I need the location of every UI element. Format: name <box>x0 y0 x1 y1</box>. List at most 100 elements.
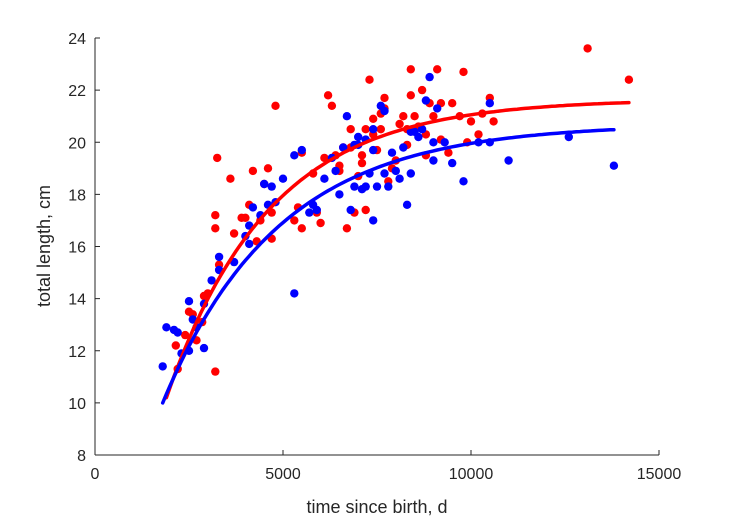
data-point <box>361 182 370 191</box>
data-point <box>237 213 246 222</box>
data-point <box>609 161 619 170</box>
data-point <box>339 143 348 152</box>
data-point <box>278 174 288 183</box>
data-point <box>444 148 453 157</box>
plot-marks <box>158 44 634 405</box>
data-point <box>211 211 220 220</box>
data-point <box>448 158 457 168</box>
data-point <box>459 67 468 77</box>
y-tick-label: 16 <box>68 240 86 257</box>
data-point <box>327 101 337 111</box>
data-point <box>414 132 423 142</box>
data-point <box>290 151 299 160</box>
data-point <box>384 182 393 191</box>
data-point <box>395 119 404 129</box>
data-point <box>402 200 412 209</box>
data-point <box>365 75 374 84</box>
data-point <box>346 205 355 215</box>
growth-curve <box>160 127 616 405</box>
data-point <box>342 224 352 233</box>
data-point <box>440 138 449 147</box>
data-point <box>429 138 438 147</box>
x-tick-label: 15000 <box>637 466 682 483</box>
data-point <box>354 132 363 142</box>
data-point <box>564 132 573 142</box>
x-tick-label: 10000 <box>449 466 494 483</box>
data-point <box>433 65 442 74</box>
data-point <box>406 169 415 178</box>
data-point <box>184 297 194 306</box>
data-point <box>320 153 329 163</box>
data-point <box>271 101 280 111</box>
data-point <box>504 156 513 165</box>
data-point <box>260 179 269 189</box>
y-axis-label: total length, cm <box>34 185 54 307</box>
data-point <box>245 239 254 249</box>
y-tick-label: 14 <box>68 292 86 309</box>
data-point <box>410 112 419 121</box>
data-point <box>387 148 397 157</box>
data-point <box>267 182 276 191</box>
y-tick-label: 12 <box>68 344 86 361</box>
y-tick-label: 10 <box>68 396 86 413</box>
data-point <box>229 229 239 238</box>
data-point <box>248 203 258 212</box>
data-point <box>181 330 190 340</box>
y-tick-label: 24 <box>68 31 86 48</box>
data-point <box>312 205 321 215</box>
data-point <box>171 341 180 350</box>
data-point <box>346 125 355 134</box>
data-point <box>417 85 427 95</box>
x-axis-label: time since birth, d <box>306 497 447 517</box>
data-point <box>263 164 273 173</box>
data-point <box>466 117 476 126</box>
data-point <box>485 99 494 108</box>
data-point <box>323 91 333 100</box>
data-point <box>211 224 220 233</box>
data-point <box>357 151 367 160</box>
data-point <box>357 158 367 168</box>
data-point <box>290 289 299 298</box>
data-point <box>624 75 634 84</box>
data-point <box>429 112 438 121</box>
data-point <box>214 252 224 262</box>
data-point <box>320 174 329 183</box>
y-tick-label: 18 <box>68 187 86 204</box>
data-point <box>305 208 314 217</box>
data-point <box>173 328 182 337</box>
data-point <box>380 93 389 103</box>
data-point <box>248 166 258 176</box>
data-point <box>459 177 468 186</box>
data-point <box>399 143 408 152</box>
data-point <box>429 156 438 165</box>
data-point <box>406 65 415 74</box>
data-point <box>207 276 216 285</box>
data-point <box>406 127 415 136</box>
data-point <box>380 106 389 116</box>
x-tick-label: 5000 <box>265 466 301 483</box>
data-point <box>211 367 220 376</box>
data-point <box>290 216 299 225</box>
data-point <box>199 343 209 353</box>
x-ticks: 0 5000 10000 15000 <box>91 450 682 483</box>
growth-curve <box>164 100 631 400</box>
data-point <box>350 182 359 191</box>
data-point <box>297 224 306 233</box>
data-point <box>372 182 382 191</box>
y-tick-label: 22 <box>68 83 86 100</box>
data-point <box>395 174 404 183</box>
data-point <box>433 104 442 113</box>
data-point <box>297 145 306 155</box>
data-point <box>226 174 235 183</box>
data-point <box>425 72 434 82</box>
data-point <box>158 362 167 371</box>
data-point <box>369 145 378 155</box>
data-point <box>369 114 378 124</box>
data-point <box>474 130 483 139</box>
data-point <box>361 205 370 215</box>
data-point <box>162 323 171 332</box>
data-point <box>391 166 400 176</box>
data-point <box>489 117 498 126</box>
data-point <box>376 125 385 134</box>
